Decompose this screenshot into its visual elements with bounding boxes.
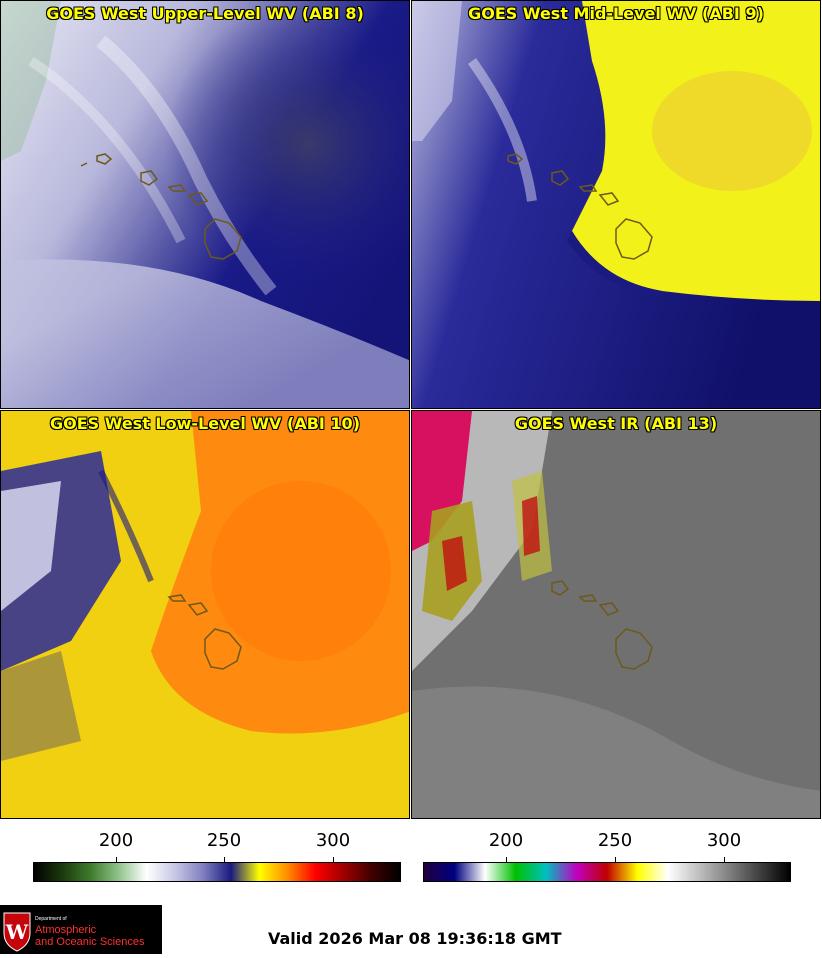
crest-icon: [3, 912, 31, 952]
ir-image: [412, 411, 820, 818]
ir-tick-label: 250: [597, 830, 633, 851]
wv-tick-label: 200: [98, 830, 134, 851]
logo-line1: Department of: [35, 916, 67, 922]
aos-logo: W Department of Atmospheric and Oceanic …: [0, 905, 162, 954]
ir-colorbar: [423, 862, 791, 882]
ir-tick-label: 200: [488, 830, 524, 851]
ir-tick-label: 300: [706, 830, 742, 851]
logo-line3: and Oceanic Sciences: [35, 936, 145, 948]
wv-tick-label: 300: [315, 830, 351, 851]
mid-level-wv-image: [412, 1, 820, 408]
upper-level-wv-image: [1, 1, 409, 408]
svg-text:W: W: [5, 920, 29, 944]
mid-level-wv-panel: GOES West Mid-Level WV (ABI 9): [411, 0, 821, 409]
panel-title: GOES West Mid-Level WV (ABI 9): [468, 4, 764, 23]
island-outlines: [80, 153, 242, 260]
island-outlines: [551, 580, 653, 670]
low-level-wv-image: [1, 411, 409, 818]
panel-title: GOES West Upper-Level WV (ABI 8): [46, 4, 364, 23]
low-level-wv-panel: GOES West Low-Level WV (ABI 10): [0, 410, 410, 819]
island-outlines: [167, 594, 242, 670]
wv-tick-label: 250: [206, 830, 242, 851]
valid-time: Valid 2026 Mar 08 19:36:18 GMT: [268, 929, 562, 948]
panel-title: GOES West Low-Level WV (ABI 10): [49, 414, 360, 433]
ir-panel: GOES West IR (ABI 13): [411, 410, 821, 819]
upper-level-wv-panel: GOES West Upper-Level WV (ABI 8): [0, 0, 410, 409]
wv-colorbar: [33, 862, 401, 882]
panel-title: GOES West IR (ABI 13): [514, 414, 718, 433]
logo-line2: Atmospheric: [35, 924, 97, 936]
island-outlines: [507, 153, 653, 260]
